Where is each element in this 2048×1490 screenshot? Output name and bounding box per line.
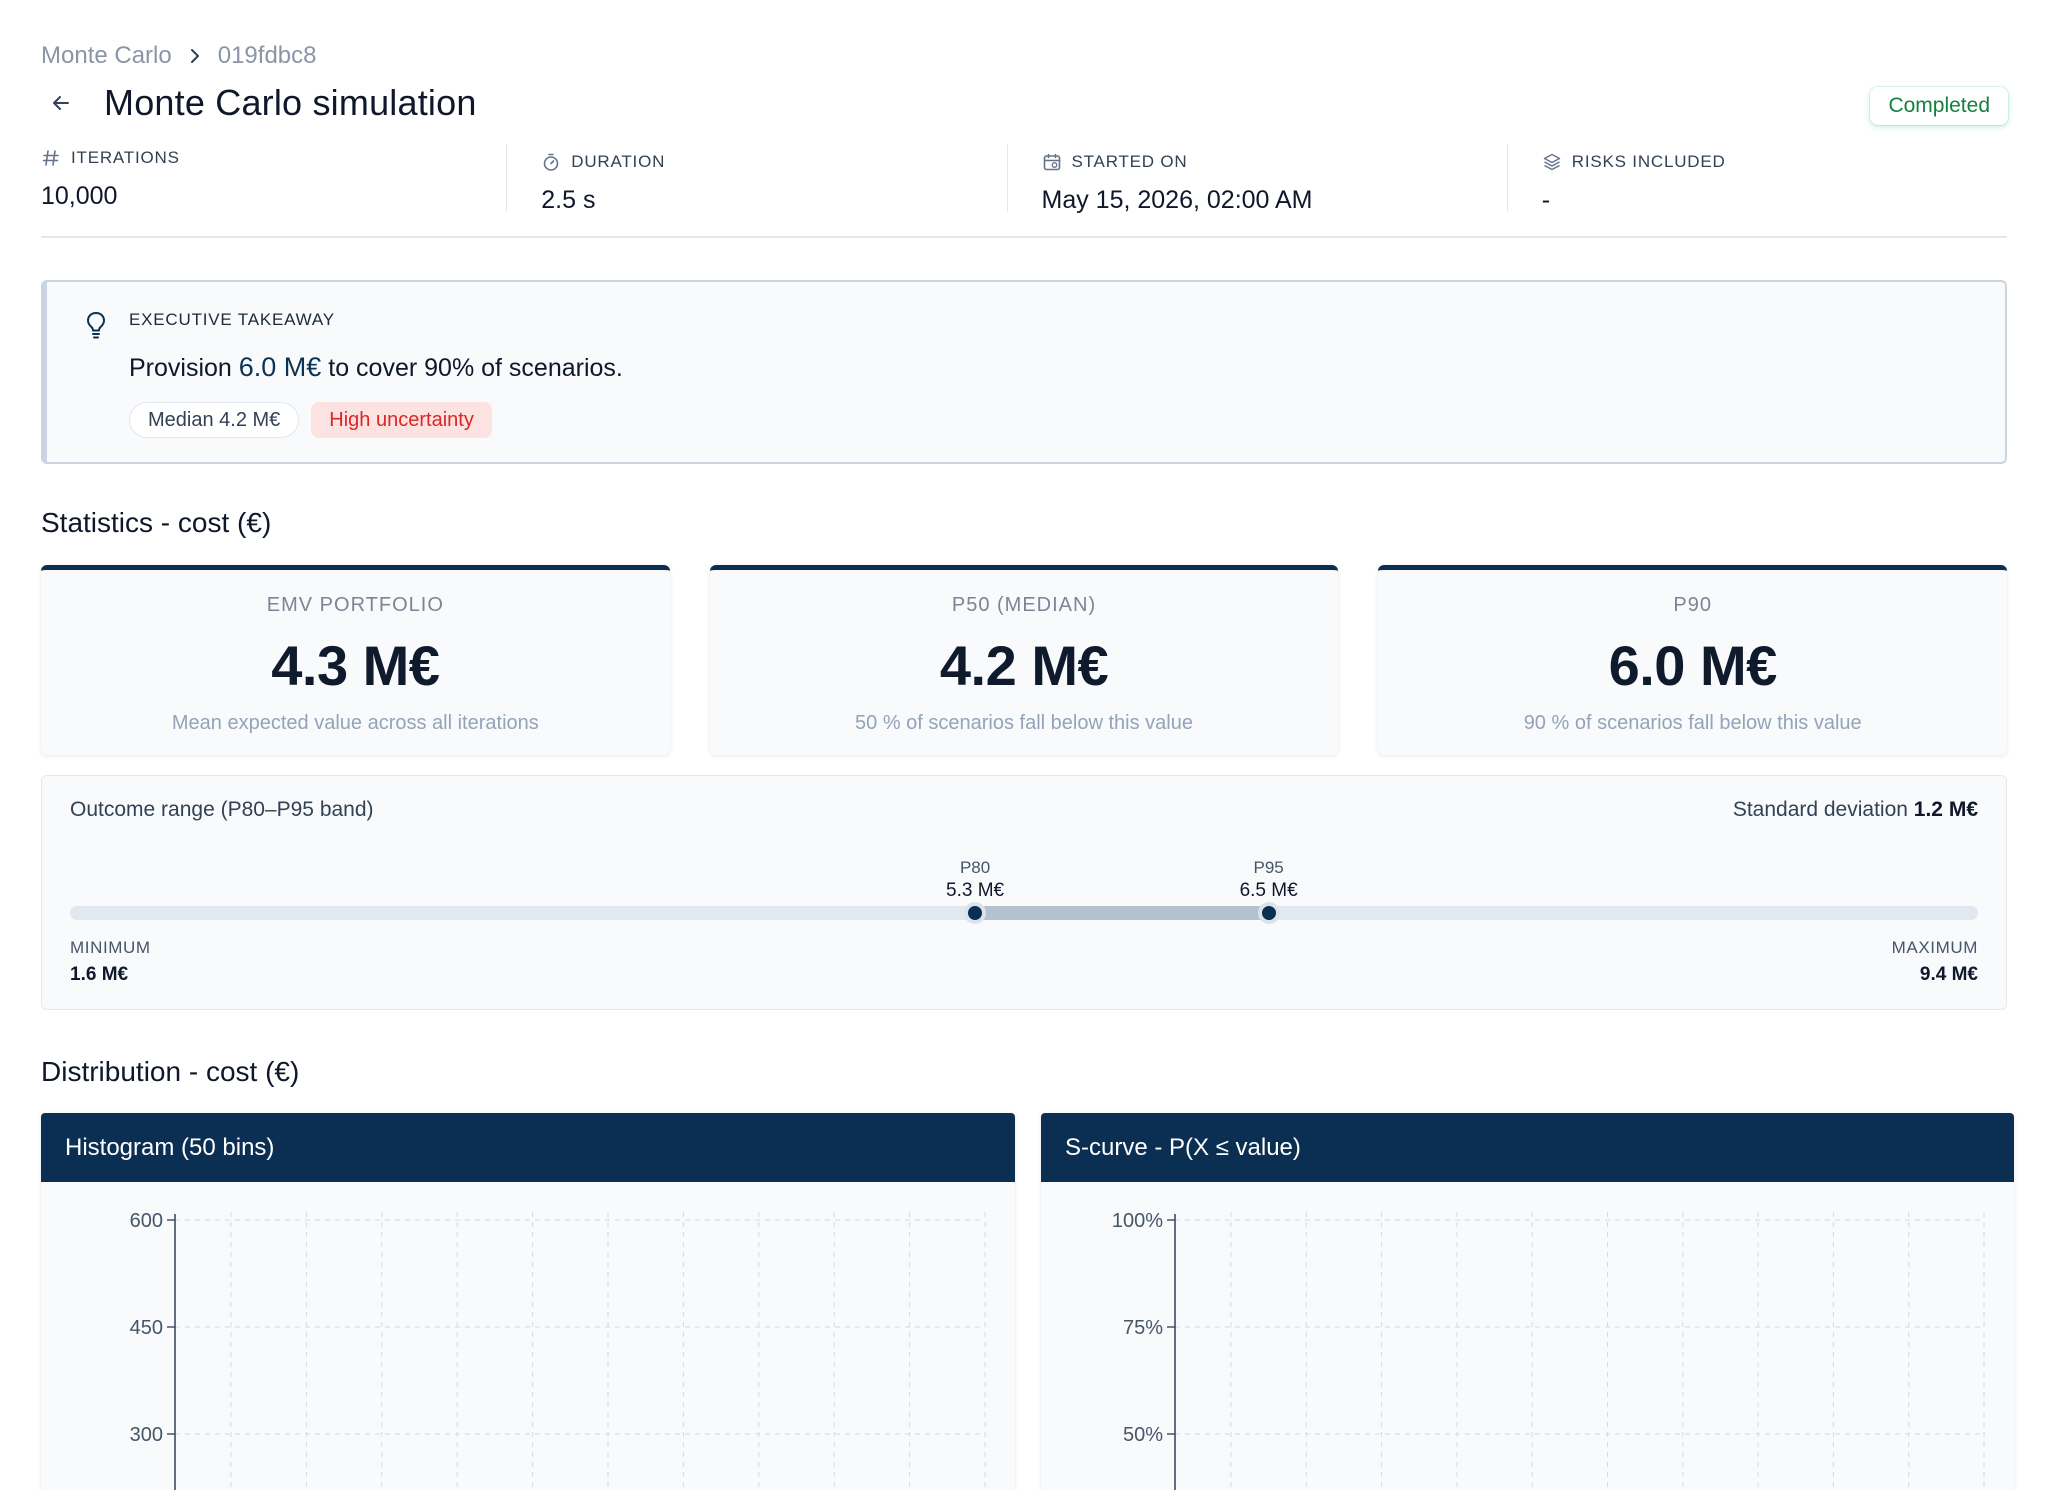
- statistics-cards: EMV PORTFOLIO 4.3 M€ Mean expected value…: [41, 565, 2008, 755]
- stat-card-description: Mean expected value across all iteration…: [171, 712, 539, 734]
- breadcrumb-current: 019fdbc8: [217, 42, 317, 69]
- page-title: Monte Carlo simulation: [104, 82, 477, 123]
- y-tick-label: 600: [130, 1210, 163, 1232]
- scurve-chart: 100% 75% 50%: [1112, 1210, 1985, 1490]
- layers-icon: [1542, 152, 1562, 172]
- histogram-title: Histogram (50 bins): [41, 1113, 1015, 1182]
- stat-card-description: 90 % of scenarios fall below this value: [1523, 712, 1862, 734]
- scurve-title: S-curve - P(X ≤ value): [1041, 1113, 2014, 1182]
- breadcrumb-root[interactable]: Monte Carlo: [41, 42, 172, 69]
- p80-handle: [964, 902, 987, 924]
- hash-icon: [41, 148, 61, 168]
- range-maximum: MAXIMUM 9.4 M€: [1892, 938, 1978, 986]
- stat-card-description: 50 % of scenarios fall below this value: [855, 712, 1193, 734]
- range-track: [70, 902, 1978, 924]
- uncertainty-chip: High uncertainty: [311, 402, 492, 438]
- calendar-icon: [1042, 152, 1062, 172]
- stat-card-p50: P50 (MEDIAN) 4.2 M€ 50 % of scenarios fa…: [709, 565, 1339, 755]
- y-tick-label: 50%: [1123, 1424, 1163, 1446]
- p80-value: 5.3 M€: [946, 880, 1005, 901]
- y-tick-label: 75%: [1123, 1317, 1163, 1339]
- y-tick-label: 300: [130, 1424, 163, 1446]
- back-arrow-icon[interactable]: [48, 90, 74, 116]
- y-tick-label: 450: [130, 1317, 163, 1339]
- stat-card-value: 4.3 M€: [271, 634, 440, 697]
- p95-marker: P95 6.5 M€: [1209, 858, 1329, 902]
- histogram-panel: Histogram (50 bins) 600 450 300: [41, 1113, 1015, 1490]
- maximum-label: MAXIMUM: [1891, 938, 1978, 957]
- meta-duration-value: 2.5 s: [541, 186, 596, 214]
- takeaway-text: Provision 6.0 M€ to cover 90% of scenari…: [129, 352, 623, 383]
- minimum-value: 1.6 M€: [70, 964, 129, 985]
- maximum-value: 9.4 M€: [1919, 964, 1978, 985]
- takeaway-chips: Median 4.2 M€ High uncertainty: [129, 402, 492, 438]
- breadcrumb: Monte Carlo 019fdbc8: [41, 42, 317, 70]
- y-tick-label: 100%: [1112, 1210, 1163, 1232]
- meta-started-on-label: STARTED ON: [1071, 152, 1188, 171]
- meta-risks-included-value: -: [1541, 186, 1551, 214]
- histogram-chart: 600 450 300: [130, 1210, 986, 1490]
- standard-deviation: Standard deviation 1.2 M€: [1733, 798, 1978, 822]
- meta-duration-label: DURATION: [571, 152, 666, 171]
- distribution-title: Distribution - cost (€): [41, 1056, 300, 1087]
- meta-duration: DURATION 2.5 s: [506, 144, 1006, 214]
- standard-deviation-value: 1.2 M€: [1913, 798, 1978, 821]
- page-header: Monte Carlo simulation: [48, 82, 477, 124]
- minimum-label: MINIMUM: [70, 938, 151, 957]
- lightbulb-icon: [83, 310, 109, 340]
- p95-handle: [1257, 902, 1280, 924]
- takeaway-label: EXECUTIVE TAKEAWAY: [129, 310, 335, 329]
- standard-deviation-label: Standard deviation: [1732, 798, 1908, 821]
- takeaway-text-pre: Provision: [129, 354, 239, 382]
- statistics-title: Statistics - cost (€): [41, 507, 272, 538]
- meta-started-on: STARTED ON May 15, 2026, 02:00 AM: [1006, 144, 1507, 214]
- stat-card-emv: EMV PORTFOLIO 4.3 M€ Mean expected value…: [41, 565, 670, 755]
- takeaway-text-post: to cover 90% of scenarios.: [321, 354, 623, 382]
- p80-label: P80: [959, 858, 991, 877]
- stat-card-label: P50 (MEDIAN): [951, 594, 1097, 616]
- outcome-range-title: Outcome range (P80–P95 band): [70, 798, 374, 821]
- range-minimum: MINIMUM 1.6 M€: [70, 938, 151, 986]
- executive-takeaway: EXECUTIVE TAKEAWAY Provision 6.0 M€ to c…: [41, 280, 2007, 464]
- meta-started-on-value: May 15, 2026, 02:00 AM: [1041, 186, 1313, 214]
- p80-p95-band: [975, 906, 1269, 920]
- meta-iterations: ITERATIONS 10,000: [41, 140, 506, 236]
- chevron-right-icon: [186, 47, 204, 65]
- outcome-range-card: Outcome range (P80–P95 band) Standard de…: [41, 775, 2007, 1010]
- stat-card-value: 4.2 M€: [939, 634, 1109, 697]
- meta-iterations-label: ITERATIONS: [71, 148, 180, 167]
- meta-iterations-value: 10,000: [41, 182, 118, 210]
- stat-card-label: P90: [1673, 594, 1712, 616]
- status-badge: Completed: [1870, 87, 2008, 125]
- p80-marker: P80 5.3 M€: [915, 858, 1035, 902]
- timer-icon: [541, 152, 561, 172]
- scurve-panel: S-curve - P(X ≤ value) 100% 75% 50%: [1041, 1113, 2014, 1490]
- stat-card-label: EMV PORTFOLIO: [266, 594, 444, 616]
- takeaway-provision-value: 6.0 M€: [238, 352, 322, 382]
- meta-risks-included: RISKS INCLUDED -: [1506, 144, 2007, 214]
- stat-card-value: 6.0 M€: [1608, 634, 1778, 697]
- meta-risks-included-label: RISKS INCLUDED: [1571, 152, 1726, 171]
- p95-label: P95: [1253, 858, 1284, 877]
- median-chip: Median 4.2 M€: [129, 402, 300, 438]
- p95-value: 6.5 M€: [1239, 880, 1298, 901]
- stat-card-p90: P90 6.0 M€ 90 % of scenarios fall below …: [1378, 565, 2008, 755]
- run-metadata: ITERATIONS 10,000 DURATION 2.5 s STARTED…: [41, 140, 2007, 238]
